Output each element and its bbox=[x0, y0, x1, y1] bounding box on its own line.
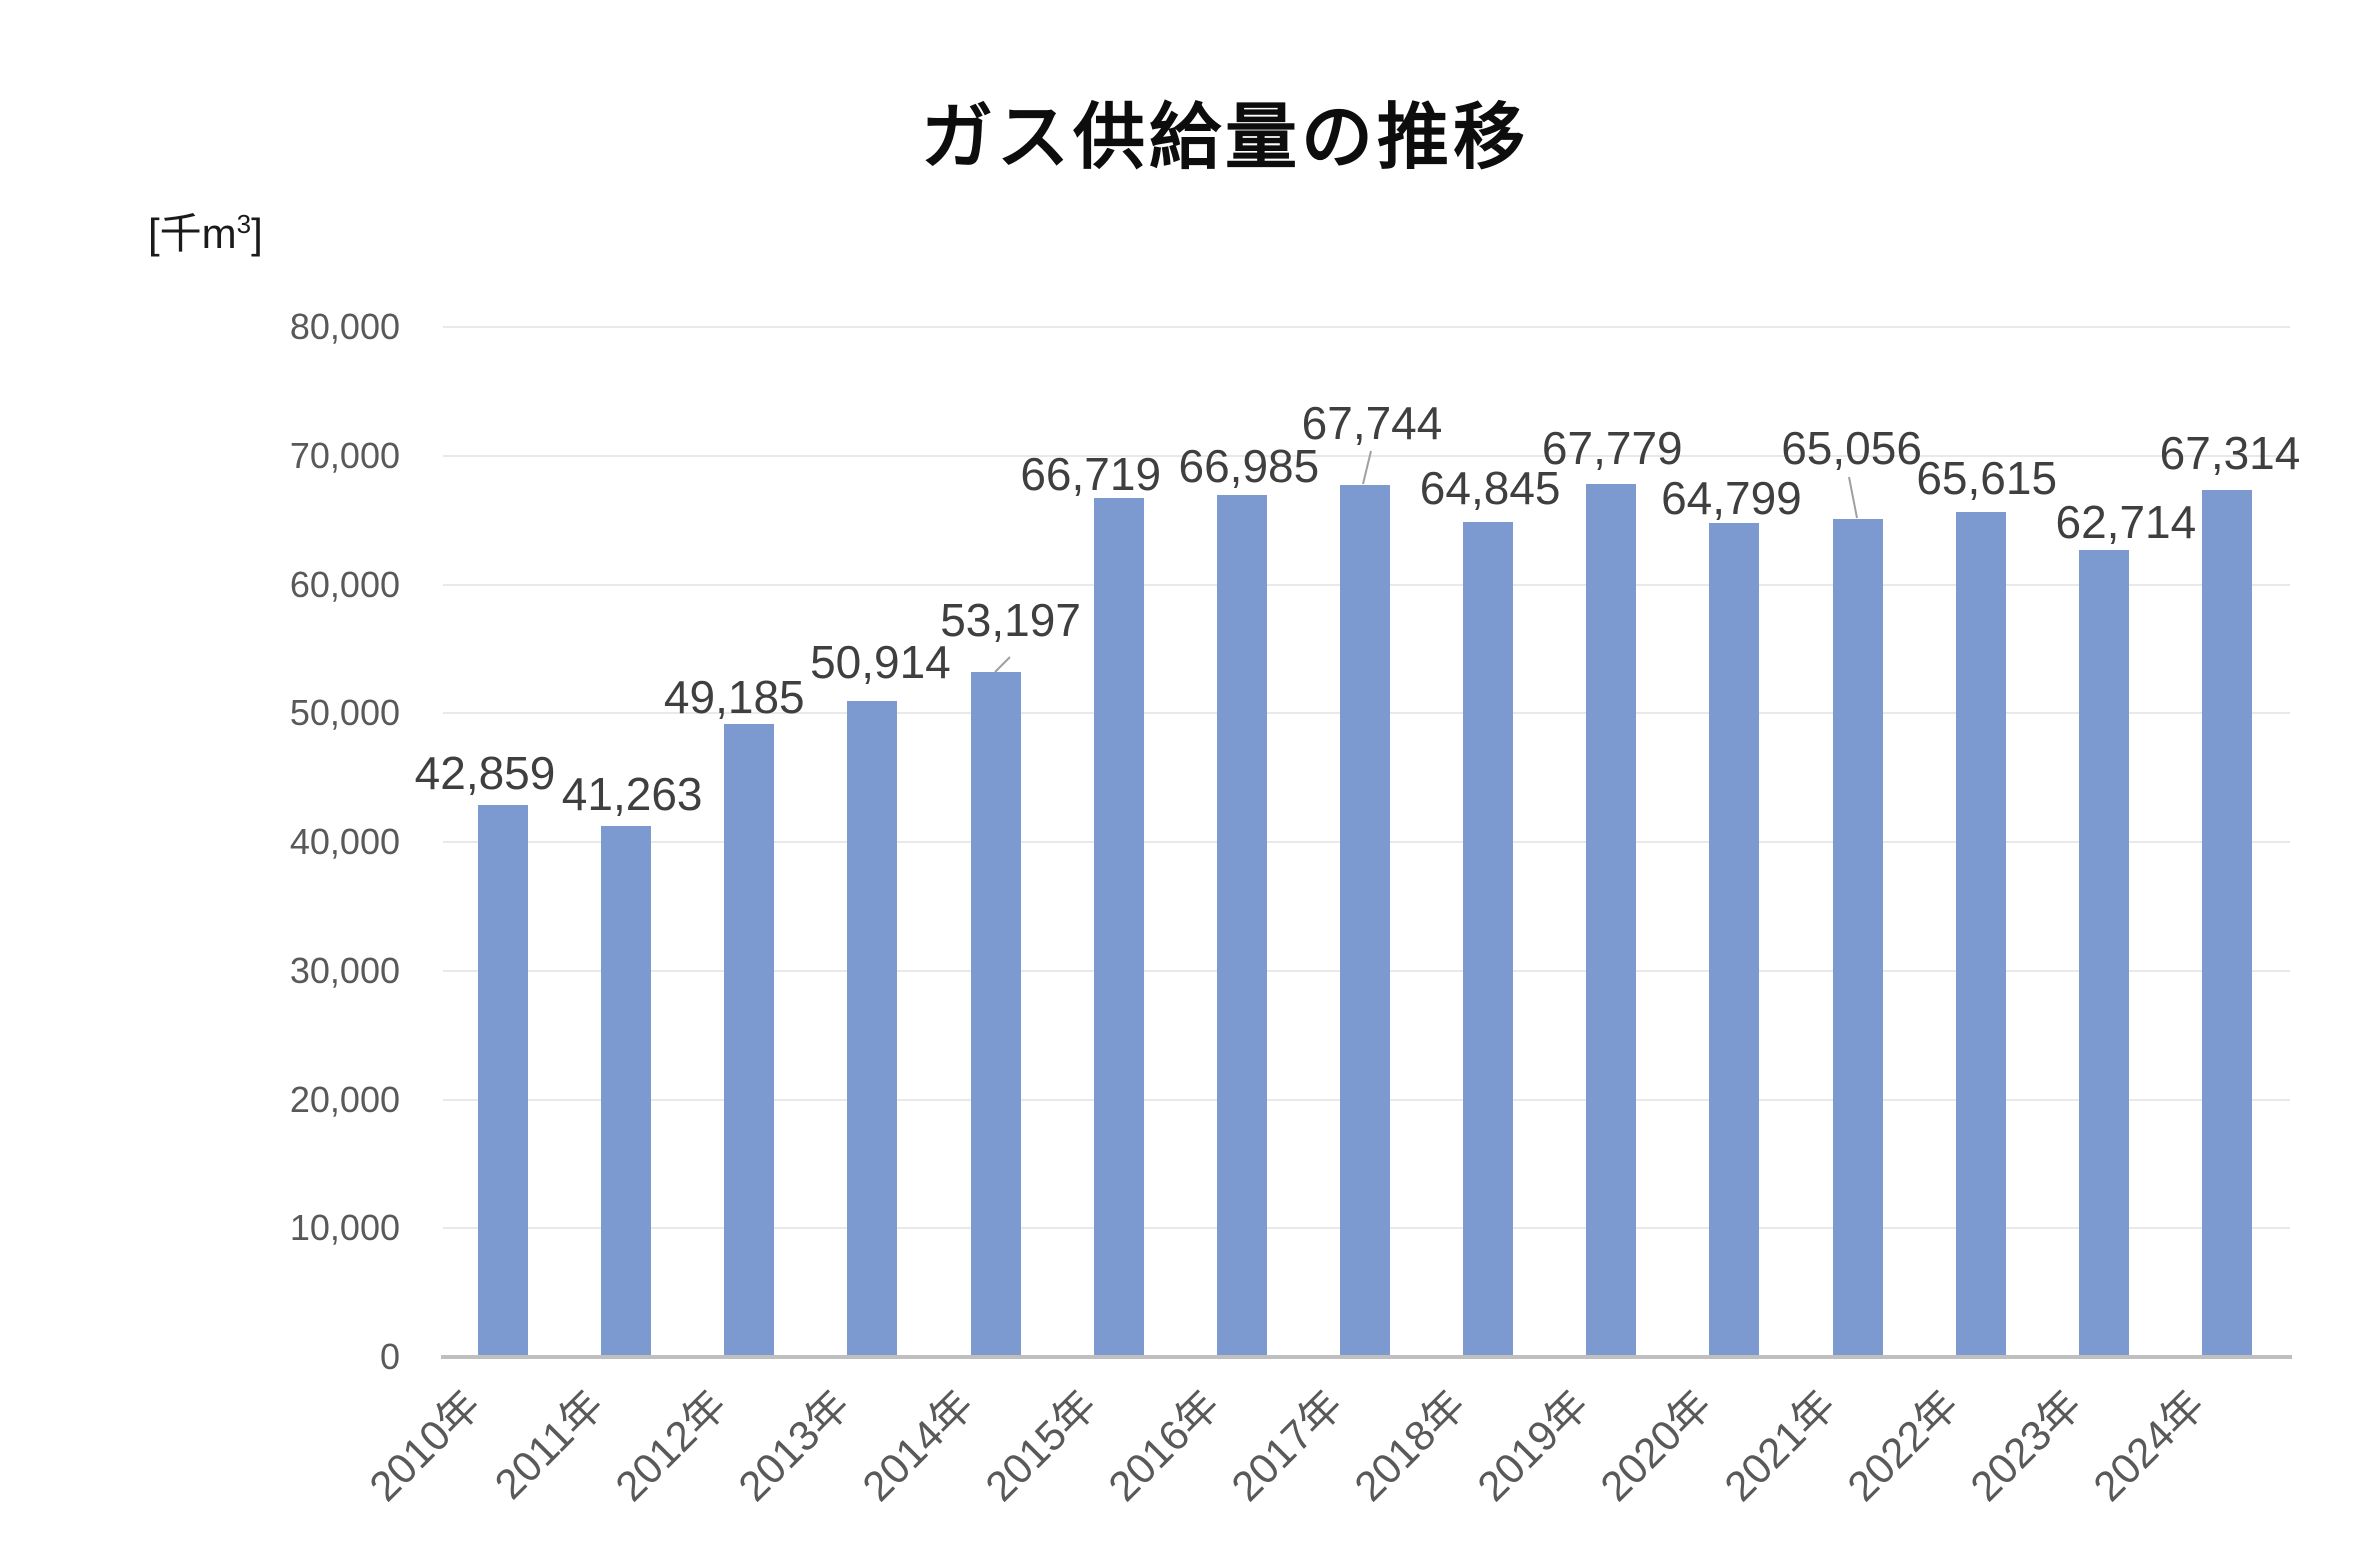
data-label-2018年: 64,845 bbox=[1419, 462, 1561, 515]
data-label-2011年: 41,263 bbox=[561, 767, 703, 820]
y-tick-label: 0 bbox=[379, 1336, 400, 1377]
data-label-2021年: 65,056 bbox=[1781, 422, 1922, 475]
x-axis-line bbox=[441, 1355, 2292, 1359]
data-label-2013年: 50,914 bbox=[810, 636, 951, 689]
data-label-2020年: 64,799 bbox=[1661, 471, 1802, 524]
unit-prefix: [千m bbox=[148, 210, 237, 257]
gridline-70000 bbox=[443, 454, 2290, 457]
bar-2015年 bbox=[1093, 497, 1144, 1357]
y-tick-label: 10,000 bbox=[289, 1207, 400, 1249]
bar-2018年 bbox=[1463, 522, 1514, 1357]
data-label-2017年: 67,744 bbox=[1301, 396, 1443, 449]
data-label-2012年: 49,185 bbox=[663, 670, 805, 723]
y-tick-label: 20,000 bbox=[289, 1078, 400, 1120]
leader-line-1 bbox=[1362, 450, 1372, 485]
bar-2013年 bbox=[847, 701, 898, 1357]
bar-2019年 bbox=[1586, 484, 1637, 1357]
data-label-2014年: 53,197 bbox=[940, 594, 1081, 647]
bar-2024年 bbox=[2202, 490, 2252, 1357]
chart-title: ガス供給量の推移 bbox=[920, 98, 1529, 178]
data-label-2022年: 65,615 bbox=[1916, 452, 2058, 505]
bar-2017年 bbox=[1340, 484, 1390, 1357]
bar-2012年 bbox=[724, 723, 775, 1357]
data-label-2024年: 67,314 bbox=[2159, 427, 2301, 480]
bar-2011年 bbox=[601, 825, 652, 1357]
data-label-2023年: 62,714 bbox=[2055, 495, 2197, 548]
y-tick-label: 70,000 bbox=[289, 434, 400, 476]
unit-superscript: 3 bbox=[236, 209, 252, 239]
bar-2021年 bbox=[1832, 519, 1883, 1357]
leader-line-0 bbox=[994, 656, 1011, 673]
data-label-2010年: 42,859 bbox=[414, 747, 556, 800]
y-tick-label: 50,000 bbox=[289, 692, 400, 734]
bar-2010年 bbox=[478, 805, 528, 1357]
y-tick-label: 40,000 bbox=[289, 821, 400, 862]
y-tick-label: 30,000 bbox=[289, 949, 400, 991]
leader-line-2 bbox=[1848, 476, 1858, 519]
y-axis-unit-label: [千m3] bbox=[148, 200, 263, 261]
data-label-2019年: 67,779 bbox=[1541, 422, 1683, 475]
bar-2023年 bbox=[2078, 549, 2129, 1357]
bar-2016年 bbox=[1216, 494, 1267, 1357]
bar-2020年 bbox=[1709, 522, 1760, 1357]
data-label-2015年: 66,719 bbox=[1020, 447, 1162, 500]
gridline-80000 bbox=[443, 326, 2290, 328]
data-label-2016年: 66,985 bbox=[1178, 439, 1320, 492]
bar-2022年 bbox=[1955, 512, 2006, 1357]
y-tick-label: 80,000 bbox=[289, 306, 400, 347]
y-tick-label: 60,000 bbox=[289, 563, 400, 605]
bar-2014年 bbox=[970, 672, 1021, 1357]
unit-suffix: ] bbox=[251, 210, 263, 257]
